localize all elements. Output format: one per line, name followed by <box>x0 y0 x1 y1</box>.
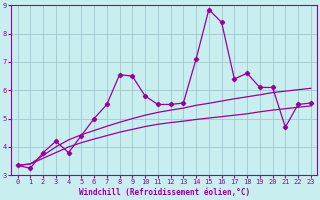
X-axis label: Windchill (Refroidissement éolien,°C): Windchill (Refroidissement éolien,°C) <box>79 188 250 197</box>
